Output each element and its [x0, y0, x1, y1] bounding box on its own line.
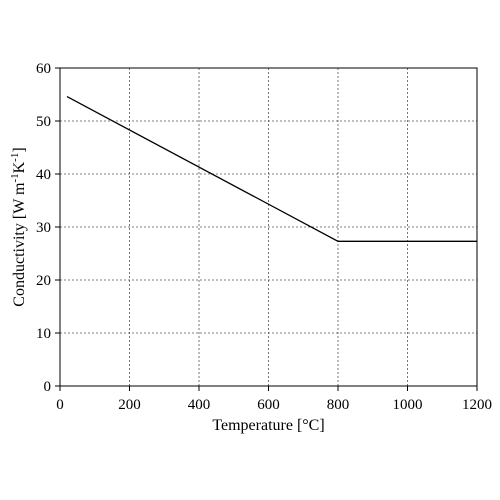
x-tick-label: 200 — [118, 397, 141, 413]
y-tick-label: 20 — [36, 273, 51, 289]
y-tick-label: 60 — [36, 61, 51, 77]
y-tick-labels: 0 10 20 30 40 50 60 — [36, 61, 51, 395]
x-tick-label: 1200 — [462, 397, 492, 413]
y-axis-title: Conductivity [W m-1K-1] — [9, 147, 28, 306]
x-tick-label: 0 — [56, 397, 64, 413]
grid-lines — [60, 68, 477, 386]
conductivity-line — [66, 96, 477, 242]
x-tick-label: 400 — [188, 397, 211, 413]
y-axis-title-part: K — [11, 161, 28, 173]
y-tick-label: 40 — [36, 167, 51, 183]
x-tick-labels: 0 200 400 600 800 1000 1200 — [56, 397, 492, 413]
y-axis-title-part: -1 — [9, 153, 21, 162]
y-tick-label: 50 — [36, 114, 51, 130]
x-tick-label: 600 — [257, 397, 280, 413]
y-tick-label: 0 — [44, 379, 52, 395]
x-tick-label: 1000 — [393, 397, 423, 413]
y-axis-title-part: ] — [11, 147, 28, 152]
x-tick-label: 800 — [327, 397, 350, 413]
y-tick-label: 10 — [36, 326, 51, 342]
axis-ticks — [55, 67, 478, 391]
x-axis-title: Temperature [°C] — [212, 417, 324, 434]
y-tick-label: 30 — [36, 220, 51, 236]
y-axis-title-part: -1 — [9, 173, 21, 182]
y-axis-title-part: Conductivity [W m — [11, 182, 28, 307]
